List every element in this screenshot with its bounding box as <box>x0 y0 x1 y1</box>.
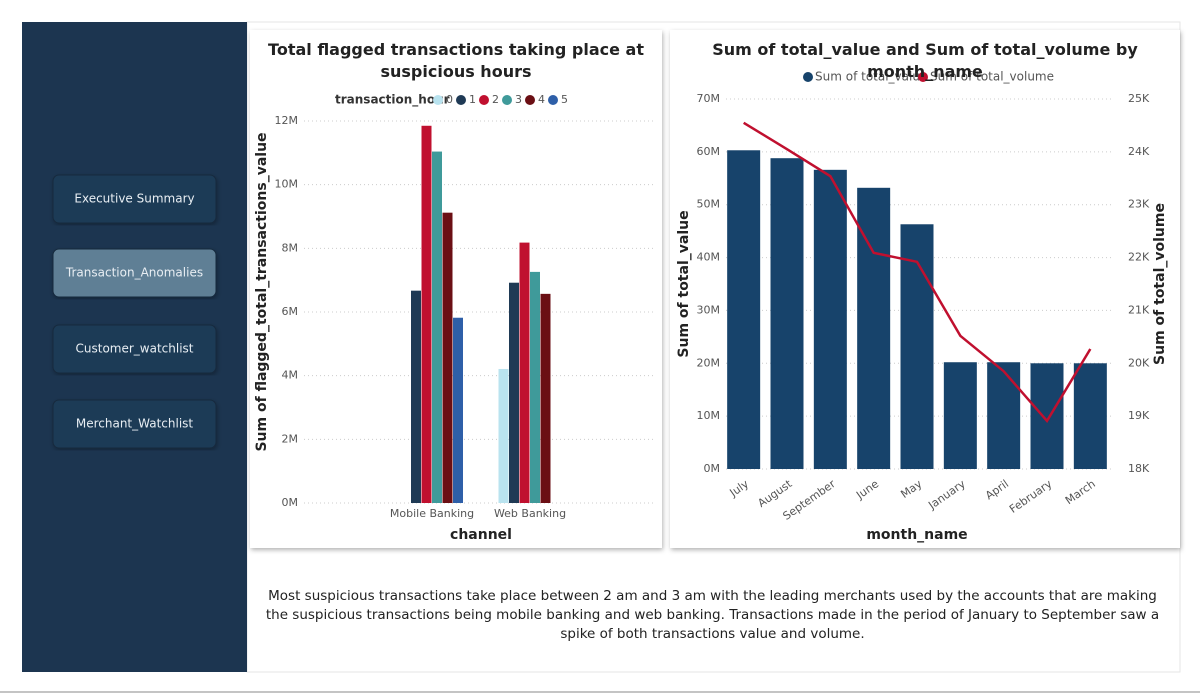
description: Most suspicious transactions take place … <box>265 588 1160 642</box>
axis-title: channel <box>450 527 512 543</box>
bar <box>1073 363 1107 469</box>
legend-marker <box>525 95 535 105</box>
y-tick-label: 0M <box>704 462 721 475</box>
y-tick-label: 70M <box>697 92 721 105</box>
axis-title: Sum of total_volume <box>1152 203 1168 365</box>
y2-tick-label: 19K <box>1128 409 1150 422</box>
bar <box>727 150 761 469</box>
legend-label: 4 <box>538 93 545 106</box>
legend-marker <box>548 95 558 105</box>
y-tick-label: 40M <box>697 251 721 264</box>
nav-label: Transaction_Anomalies <box>65 266 203 280</box>
bar <box>498 368 509 503</box>
chart-title: Sum of total_value and Sum of total_volu… <box>712 40 1138 81</box>
legend-label: 5 <box>561 93 568 106</box>
legend-label: 2 <box>492 93 499 106</box>
bar <box>519 242 530 503</box>
bar <box>509 282 519 503</box>
legend-label: 0 <box>446 93 453 106</box>
bar <box>813 169 847 470</box>
y-tick-label: 6M <box>282 305 299 318</box>
bar <box>530 271 540 503</box>
legend-label: 3 <box>515 93 522 106</box>
y2-tick-label: 23K <box>1128 198 1150 211</box>
legend-label: Sum of total_value <box>815 70 927 84</box>
x-tick-label: Mobile Banking <box>390 507 474 520</box>
nav-button[interactable] <box>52 399 217 449</box>
bar <box>540 293 551 503</box>
legend-label: Sum of total_volume <box>930 70 1054 84</box>
y-tick-label: 10M <box>697 409 721 422</box>
bar <box>770 158 804 469</box>
bar <box>1030 363 1064 469</box>
y-tick-label: 12M <box>275 114 299 127</box>
legend-marker <box>918 72 928 82</box>
y2-tick-label: 18K <box>1128 462 1150 475</box>
nav-label: Merchant_Watchlist <box>76 417 194 431</box>
legend-marker <box>433 95 443 105</box>
axis-title: Sum of total_value <box>676 210 692 357</box>
chart-title: Total flagged transactions taking place … <box>268 40 644 81</box>
bar <box>900 224 934 469</box>
bar <box>943 362 977 469</box>
nav-button[interactable] <box>52 174 217 224</box>
y-tick-label: 8M <box>282 241 299 254</box>
y-tick-label: 50M <box>697 198 721 211</box>
line <box>743 121 1092 424</box>
legend-title: transaction_hour <box>335 93 450 108</box>
y2-tick-label: 22K <box>1128 251 1150 264</box>
y-tick-label: 20M <box>697 356 721 369</box>
bar <box>432 151 442 503</box>
legend-marker <box>803 72 813 82</box>
y-tick-label: 2M <box>282 432 299 445</box>
bar <box>442 212 453 503</box>
legend-marker <box>502 95 512 105</box>
axis-title: month_name <box>866 527 967 543</box>
legend-label: 1 <box>469 93 476 106</box>
nav-button[interactable] <box>52 248 217 298</box>
bar <box>453 317 463 503</box>
axis-title: Sum of flagged_total_transactions_value <box>254 132 270 451</box>
y2-tick-label: 20K <box>1128 356 1150 369</box>
y2-tick-label: 21K <box>1128 303 1150 316</box>
legend-marker <box>456 95 466 105</box>
bar <box>987 362 1021 469</box>
y-tick-label: 30M <box>697 303 721 316</box>
bar <box>421 125 432 504</box>
bar <box>411 290 421 503</box>
nav-label: Executive Summary <box>74 192 194 206</box>
nav-button[interactable] <box>52 324 217 374</box>
y-tick-label: 10M <box>275 178 299 191</box>
nav-label: Customer_watchlist <box>76 342 194 356</box>
y-tick-label: 0M <box>282 496 299 509</box>
y2-tick-label: 24K <box>1128 145 1150 158</box>
legend-marker <box>479 95 489 105</box>
y2-tick-label: 25K <box>1128 92 1150 105</box>
y-tick-label: 4M <box>282 369 299 382</box>
x-tick-label: Web Banking <box>494 507 566 520</box>
y-tick-label: 60M <box>697 145 721 158</box>
